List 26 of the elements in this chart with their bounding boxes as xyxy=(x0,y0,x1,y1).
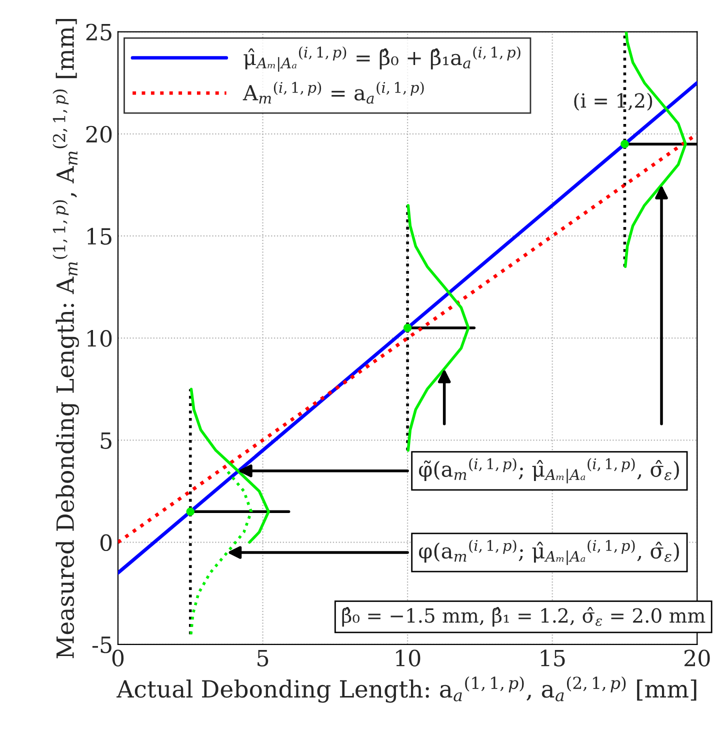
x-tick-label: 5 xyxy=(258,650,268,666)
text: φ̃(a$_{m}$$^{(i,1,p)}$; μ̂$_{Aₘ|Aₐ}$$^{(i,1,p)}$, σ̂$_{ε}$) xyxy=(419,458,679,484)
x-tick-label: 20 xyxy=(684,650,710,666)
x-axis-title: Actual Debonding Length: a$_{a}$$^{(1,1,p)}$, a$_{a}$$^{(2,1,p)}$ [mm] xyxy=(116,676,696,703)
line-series xyxy=(406,204,470,452)
y-tick-label: 5 xyxy=(100,432,112,449)
x-tick-label: 10 xyxy=(396,650,420,666)
line-series xyxy=(190,388,270,544)
text: φ(a$_{m}$$^{(i,1,p)}$; μ̂$_{Aₘ|Aₐ}$$^{(i,1,p)}$, σ̂$_{ε}$) xyxy=(419,540,679,566)
point xyxy=(186,508,195,516)
y-tick-label: 0 xyxy=(100,534,112,552)
point xyxy=(403,324,412,332)
point xyxy=(620,140,629,148)
y-tick-label: 10 xyxy=(88,330,112,347)
x-tick-label: 15 xyxy=(540,650,565,666)
line-series xyxy=(190,469,253,636)
annotation: β̂₀ = −1.5 mm, β̂₁ = 1.2, σ̂$_{ε}$ = 2.0 mm xyxy=(342,607,706,627)
y-tick-label: 25 xyxy=(86,24,112,41)
y-tick-label: 20 xyxy=(86,126,112,143)
y-axis-title: Measured Debonding Length: A$_{m}$$^{(1,1,p)}$, A$_{m}$$^{(2,1,p)}$ [mm] xyxy=(52,18,79,658)
y-tick-label: -5 xyxy=(92,636,112,654)
annotation: (i = 1,2) xyxy=(574,92,652,111)
legend-label: μ̂$_{Aₘ|Aₐ}$$^{(i,1,p)}$ = β̂₀ + β̂₁a$_{a}$$^{(i,1,p)}$ xyxy=(244,46,520,72)
y-tick-label: 15 xyxy=(88,228,112,245)
x-tick-label: 0 xyxy=(112,650,124,666)
legend-label: A$_{m}$$^{(i,1,p)}$ = a$_{a}$$^{(i,1,p)}$ xyxy=(242,82,424,104)
